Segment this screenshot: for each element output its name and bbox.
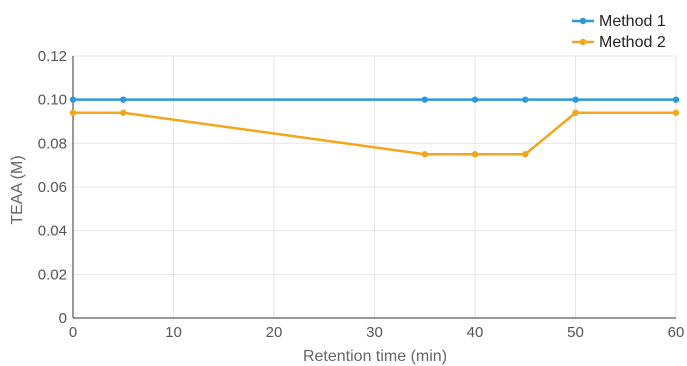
data-point (672, 96, 680, 103)
x-tick-label: 20 (266, 324, 283, 341)
x-tick-label: 40 (467, 324, 484, 341)
data-point (421, 96, 428, 103)
x-tick-label: 60 (668, 324, 685, 341)
data-point (522, 151, 529, 158)
legend-item: Method 1 (572, 13, 666, 30)
y-tick-label: 0.12 (38, 48, 67, 65)
x-tick-label: 30 (366, 324, 383, 341)
data-point (572, 109, 579, 116)
y-tick-label: 0 (59, 310, 67, 327)
series-layer (69, 96, 680, 158)
y-tick-label: 0.06 (38, 179, 67, 196)
y-tick-label: 0.08 (38, 135, 67, 152)
x-axis-title: Retention time (min) (303, 348, 447, 365)
data-point (672, 109, 680, 116)
legend-swatch-marker (579, 38, 587, 46)
data-point (471, 96, 479, 103)
series-2 (69, 109, 680, 158)
legend-item: Method 2 (572, 34, 666, 51)
legend-label: Method 1 (599, 13, 666, 30)
data-point (522, 96, 529, 103)
x-tick-label: 50 (567, 324, 584, 341)
data-point (120, 96, 127, 103)
y-tick-label: 0.02 (38, 266, 67, 283)
legend: Method 1 Method 2 (572, 13, 666, 51)
data-point (69, 109, 77, 116)
y-axis-title: TEAA (M) (9, 155, 26, 224)
axis-layer: 0 10 20 30 40 50 60 0 0.02 0.04 0.06 0.08 0.10 0.12 (38, 48, 685, 341)
series-1 (69, 96, 680, 103)
legend-swatch-marker (579, 17, 587, 25)
legend-label: Method 2 (599, 34, 666, 51)
y-tick-label: 0.04 (38, 223, 67, 240)
data-point (69, 96, 77, 103)
y-tick-label: 0.10 (38, 92, 67, 109)
data-point (120, 109, 127, 116)
data-point (572, 96, 579, 103)
x-tick-label: 0 (69, 324, 77, 341)
grid-layer (72, 55, 677, 319)
x-tick-label: 10 (165, 324, 182, 341)
data-point (471, 151, 479, 158)
data-point (421, 151, 428, 158)
